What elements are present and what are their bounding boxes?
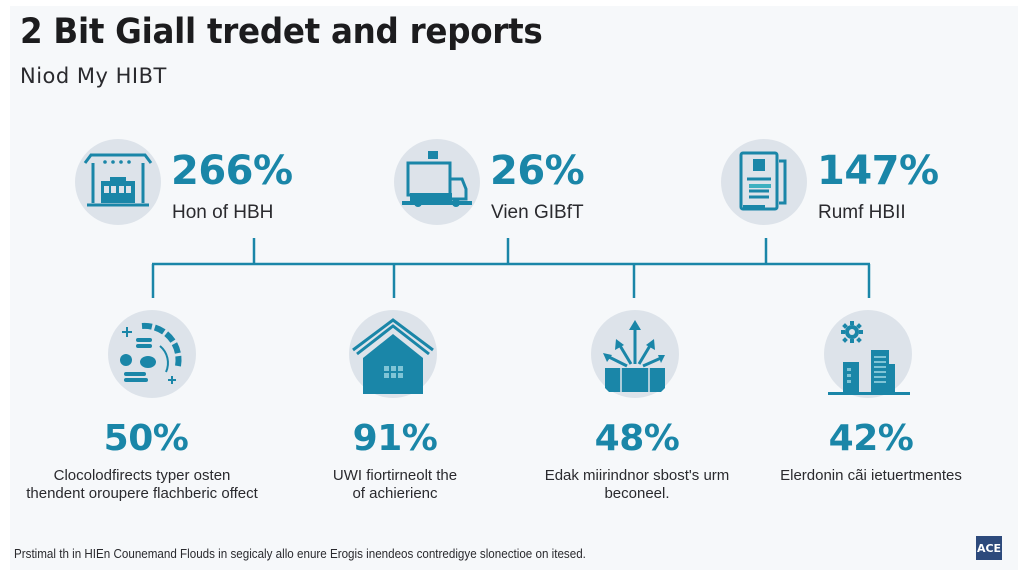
bottom-stat-desc-2-line2: of achierienc bbox=[352, 485, 438, 502]
bottom-stat-desc-3-line2: beconeel. bbox=[604, 485, 670, 502]
bottom-stat-value-1: 50% bbox=[103, 418, 189, 459]
page-subtitle: Niod My HIBT bbox=[20, 64, 167, 88]
bottom-stat-desc-3: Edak miirindnor sbost's urm beconeel. bbox=[502, 467, 772, 503]
bottom-stat-desc-3-line1: Edak miirindnor sbost's urm bbox=[544, 467, 730, 484]
top-stat-label-2: Vien GIBfT bbox=[491, 202, 584, 223]
bottom-stat-value-3: 48% bbox=[594, 418, 680, 459]
bottom-stat-desc-4-line1: Elerdonin cãi ietuertmentes bbox=[780, 467, 962, 484]
page-title: 2 Bit Giall tredet and reports bbox=[20, 12, 543, 52]
bottom-stat-desc-2-line1: UWI fiortirneolt the bbox=[332, 467, 458, 484]
bottom-stat-desc-4: Elerdonin cãi ietuertmentes bbox=[736, 467, 1006, 485]
top-stat-label-1: Hon of HBH bbox=[172, 202, 274, 223]
document-report-icon bbox=[721, 139, 807, 225]
analytics-gauge-icon bbox=[108, 310, 196, 398]
footer-note: Prstimal th in HIEn Counemand Flouds in … bbox=[14, 547, 586, 561]
top-stat-value-1: 266% bbox=[171, 148, 293, 194]
storefront-icon bbox=[75, 139, 161, 225]
growth-arrows-icon bbox=[591, 310, 679, 398]
bottom-stat-desc-1: Clocolodfirects typer osten thendent oro… bbox=[7, 467, 277, 503]
top-stat-value-2: 26% bbox=[490, 148, 585, 194]
bottom-stat-desc-1-line2: thendent oroupere flachberic offect bbox=[26, 485, 258, 502]
top-stat-value-3: 147% bbox=[817, 148, 939, 194]
infographic-panel bbox=[10, 6, 1018, 570]
city-buildings-gear-icon bbox=[824, 310, 912, 398]
delivery-truck-icon bbox=[394, 139, 480, 225]
top-stat-label-3: Rumf HBII bbox=[818, 202, 906, 223]
bottom-stat-value-2: 91% bbox=[352, 418, 438, 459]
brand-badge: ACE bbox=[976, 536, 1002, 560]
bottom-stat-desc-2: UWI fiortirneolt the of achierienc bbox=[260, 467, 530, 503]
bottom-stat-desc-1-line1: Clocolodfirects typer osten bbox=[53, 467, 231, 484]
bottom-stat-value-4: 42% bbox=[828, 418, 914, 459]
house-icon bbox=[349, 310, 437, 398]
